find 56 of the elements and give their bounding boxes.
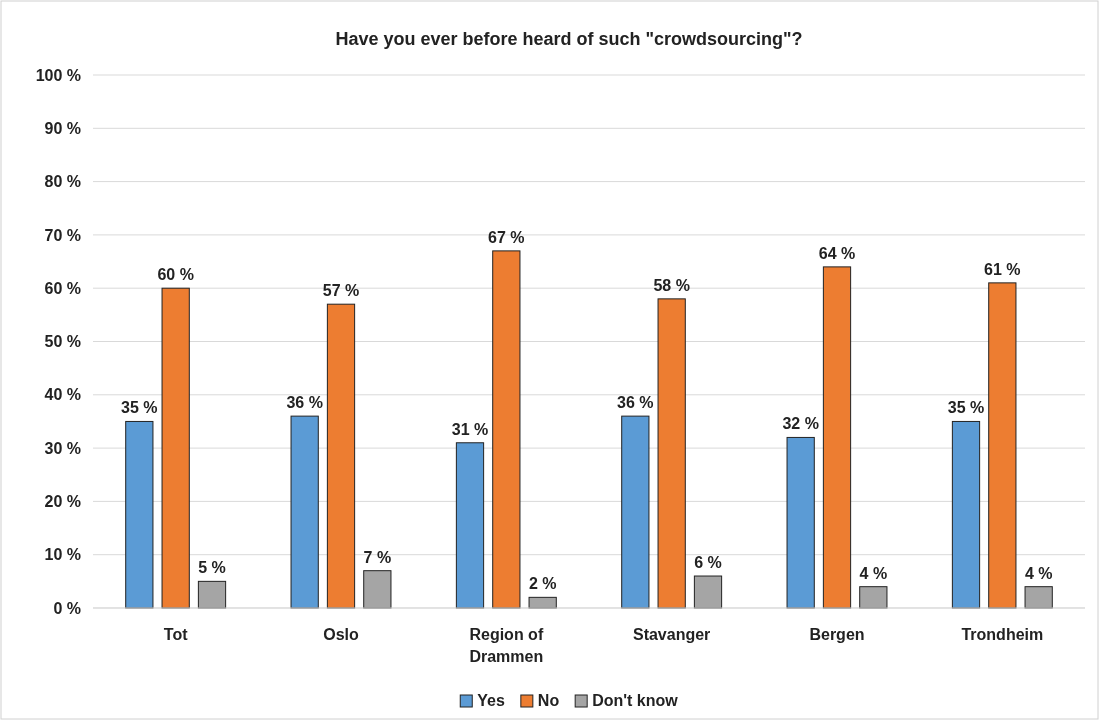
bar bbox=[1024, 586, 1053, 609]
data-label: 36 % bbox=[286, 394, 323, 412]
data-label: 35 % bbox=[947, 399, 985, 417]
bar bbox=[657, 298, 686, 609]
bar bbox=[326, 303, 356, 609]
data-label: 36 % bbox=[617, 394, 654, 412]
data-label: 6 % bbox=[694, 554, 722, 572]
legend-label: Yes bbox=[477, 692, 505, 709]
y-tick-label: 30 % bbox=[44, 439, 81, 457]
data-label: 7 % bbox=[363, 548, 392, 566]
data-label: 58 % bbox=[653, 276, 690, 294]
data-label: 4 % bbox=[859, 564, 888, 582]
x-tick-label: Trondheim bbox=[961, 626, 1044, 643]
bar bbox=[786, 436, 815, 609]
bar bbox=[492, 250, 521, 609]
bar bbox=[859, 586, 888, 609]
y-tick-label: 20 % bbox=[44, 493, 81, 511]
y-tick-label: 80 % bbox=[44, 173, 81, 191]
data-label: 31 % bbox=[451, 420, 489, 438]
data-label: 4 % bbox=[1024, 564, 1053, 582]
legend-label: No bbox=[537, 692, 560, 709]
x-tick-label: Stavanger bbox=[632, 626, 711, 643]
y-tick-label: 60 % bbox=[44, 279, 81, 297]
y-tick-label: 40 % bbox=[44, 386, 81, 404]
y-tick-label: 50 % bbox=[44, 333, 81, 351]
bar bbox=[693, 575, 723, 609]
y-tick-label: 70 % bbox=[44, 226, 81, 244]
data-label: 64 % bbox=[818, 244, 856, 262]
data-label: 60 % bbox=[157, 266, 194, 284]
y-tick-label: 0 % bbox=[53, 599, 81, 617]
y-tick-label: 100 % bbox=[35, 66, 81, 84]
bar bbox=[363, 570, 392, 609]
data-label: 35 % bbox=[121, 399, 158, 417]
bar bbox=[290, 415, 319, 609]
data-label: 5 % bbox=[198, 559, 226, 577]
y-tick-label: 10 % bbox=[44, 546, 81, 564]
x-tick-label: Tot bbox=[163, 626, 189, 643]
data-label: 57 % bbox=[322, 282, 360, 300]
bar bbox=[197, 580, 227, 609]
x-tick-label: Region of Drammen bbox=[469, 626, 544, 665]
data-label: 32 % bbox=[782, 415, 819, 433]
x-tick-label: Bergen bbox=[809, 626, 865, 643]
data-label: 67 % bbox=[488, 228, 525, 246]
bar bbox=[161, 287, 190, 609]
bar bbox=[822, 266, 852, 609]
data-label: 2 % bbox=[528, 575, 557, 593]
bar bbox=[455, 442, 485, 609]
y-tick-label: 90 % bbox=[44, 119, 81, 137]
chart-title: Have you ever before heard of such "crowdsourcing"? bbox=[335, 29, 803, 49]
bar bbox=[951, 420, 981, 609]
bar bbox=[125, 420, 154, 609]
legend-label: Don't know bbox=[592, 692, 679, 709]
bar bbox=[988, 282, 1017, 609]
bar bbox=[621, 415, 650, 609]
x-tick-label: Oslo bbox=[323, 626, 360, 643]
data-label: 61 % bbox=[984, 260, 1021, 278]
